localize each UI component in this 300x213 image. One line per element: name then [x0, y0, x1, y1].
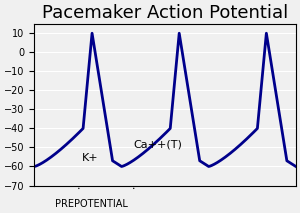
- Text: PREPOTENTIAL: PREPOTENTIAL: [56, 199, 128, 209]
- Title: Pacemaker Action Potential: Pacemaker Action Potential: [42, 4, 288, 22]
- Text: Ca++(T): Ca++(T): [134, 140, 183, 150]
- Text: K+: K+: [81, 153, 98, 163]
